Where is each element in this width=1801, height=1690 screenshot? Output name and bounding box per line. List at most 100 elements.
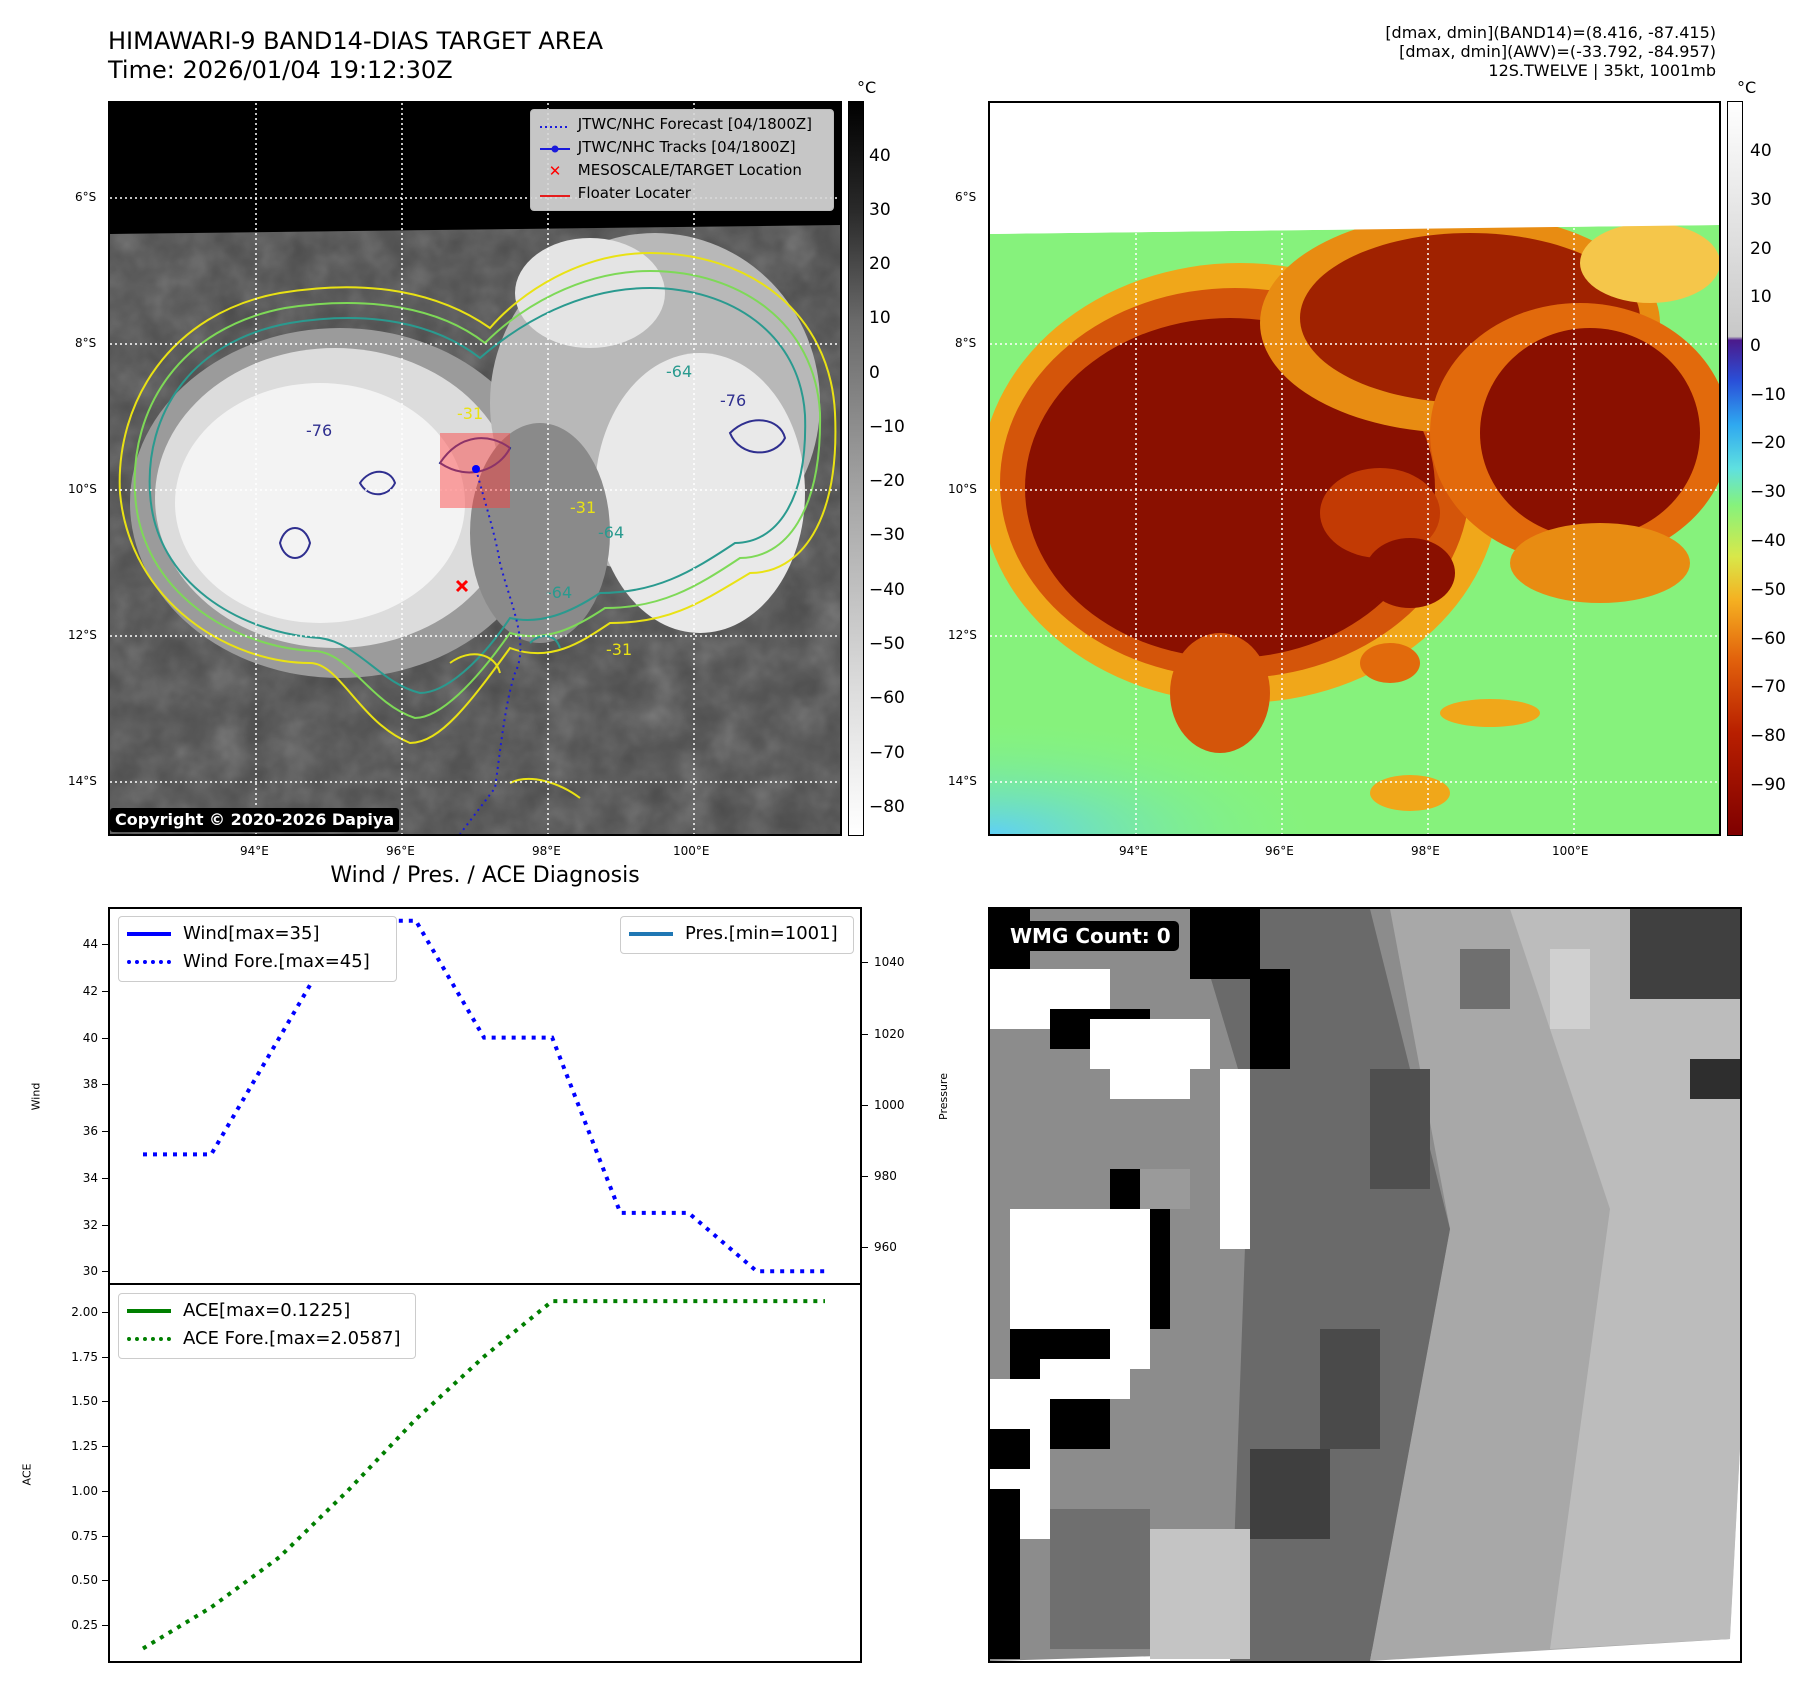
colorbar-unit: °C: [857, 78, 877, 97]
y-tick-label: 1.50: [71, 1394, 98, 1409]
dotted-line-icon: [127, 960, 171, 964]
awv-range: [dmax, dmin](AWV)=(-33.792, -84.957): [1399, 42, 1716, 61]
lon-label: 96°E: [1265, 844, 1294, 858]
track-point: [472, 465, 480, 473]
copyright: Copyright © 2020-2026 Dapiya: [110, 808, 400, 832]
contour-label: -76: [720, 391, 746, 410]
y-tick-mark: [102, 1625, 108, 1627]
graticule: [110, 103, 840, 834]
title-line-2: Time: 2026/01/04 19:12:30Z: [108, 56, 453, 84]
legend-ace-forecast: ACE Fore.[max=2.0587]: [127, 1326, 401, 1352]
color-colorbar: [1727, 101, 1743, 836]
lon-label: 96°E: [386, 844, 415, 858]
contour-labels: -76 -31 -64 -76 -64 -31 -31 -64: [306, 362, 746, 659]
colorbar-tick: 40: [869, 146, 891, 166]
y-tick-label: 0.50: [71, 1573, 98, 1588]
lat-label: 12°S: [68, 628, 97, 642]
colorbar-tick: −30: [1750, 482, 1786, 502]
contour-label: -64: [666, 362, 692, 381]
y-tick-mark: [862, 1176, 868, 1178]
y-tick-mark: [102, 1271, 108, 1273]
awv-moisture-field: [990, 213, 1719, 811]
awv-map-panel: [988, 101, 1721, 836]
y-tick-mark: [862, 1033, 868, 1035]
y-tick-mark: [102, 1356, 108, 1358]
target-marker: [455, 579, 469, 593]
lat-label: 6°S: [75, 190, 97, 204]
y-tick-label: 1.75: [71, 1349, 98, 1364]
solid-line-icon: [127, 1309, 171, 1313]
colorbar-tick: −90: [1750, 775, 1786, 795]
colorbar-tick: 20: [1750, 239, 1772, 259]
awv-map: [990, 103, 1719, 834]
lat-label: 12°S: [948, 628, 977, 642]
red-x-icon: ✕: [548, 161, 562, 180]
contour-label: -64: [546, 583, 572, 602]
y-tick-mark: [102, 1037, 108, 1039]
storm-info: [dmax, dmin](BAND14)=(8.416, -87.415) [d…: [1385, 23, 1716, 80]
lat-label: 6°S: [955, 190, 977, 204]
band14-map-panel: -76 -31 -64 -76 -64 -31 -31 -64: [108, 101, 842, 836]
y-tick-label: 30: [82, 1264, 98, 1279]
contour-label: -31: [606, 640, 632, 659]
y-tick-label: 1.25: [71, 1439, 98, 1454]
y-tick-mark: [102, 944, 108, 946]
legend-floater: Floater Locater: [537, 183, 691, 203]
colorbar-tick: −40: [1750, 531, 1786, 551]
colorbar-tick: 40: [1750, 141, 1772, 161]
y-tick-label: 1000: [874, 1097, 905, 1112]
forecast-track: [459, 468, 522, 834]
diagnosis-title: Wind / Pres. / ACE Diagnosis: [330, 863, 640, 888]
wind-legend: Wind[max=35] Wind Fore.[max=45]: [118, 916, 397, 982]
colorbar-tick: 0: [1750, 336, 1761, 356]
legend-wind-forecast: Wind Fore.[max=45]: [127, 949, 370, 975]
colorbar-tick: 30: [869, 200, 891, 220]
legend-pressure: Pres.[min=1001]: [629, 921, 838, 947]
ace-chart: [141, 1299, 825, 1651]
lat-label: 14°S: [68, 774, 97, 788]
wmg-count: WMG Count: 0: [1002, 921, 1179, 951]
band14-map: -76 -31 -64 -76 -64 -31 -31 -64: [110, 103, 840, 834]
y-tick-mark: [102, 1311, 108, 1313]
colorbar-tick: −50: [1750, 580, 1786, 600]
pressure-legend: Pres.[min=1001]: [620, 916, 854, 954]
y-tick-label: 2.00: [71, 1304, 98, 1319]
track-line-icon: [537, 138, 573, 158]
colorbar-tick: 10: [1750, 287, 1772, 307]
lon-label: 100°E: [1552, 844, 1589, 858]
dotted-line-icon: [127, 1337, 171, 1341]
y-tick-mark: [102, 1224, 108, 1226]
lon-label: 100°E: [673, 844, 710, 858]
y-tick-mark: [102, 1490, 108, 1492]
red-line-icon: [537, 184, 573, 204]
colorbar-tick: −10: [869, 417, 905, 437]
dotted-line-icon: [537, 115, 573, 135]
colorbar-tick: −40: [869, 580, 905, 600]
map-legend: JTWC/NHC Forecast [04/1800Z] JTWC/NHC Tr…: [530, 109, 834, 211]
colorbar-tick: −60: [1750, 629, 1786, 649]
gray-colorbar: [848, 101, 864, 836]
y-tick-label: 40: [82, 1030, 98, 1045]
ace-chart-panel: ACE[max=0.1225] ACE Fore.[max=2.0587]: [108, 1283, 862, 1663]
cloud-shield: [130, 233, 820, 678]
pressure-axis-label: Pressure: [936, 1073, 950, 1120]
ace-axis-label: ACE: [20, 1463, 34, 1486]
ace-forecast-line: [141, 1299, 825, 1651]
colorbar-tick: −60: [869, 688, 905, 708]
y-tick-label: 36: [82, 1124, 98, 1139]
colorbar-tick: −30: [869, 525, 905, 545]
ace-legend: ACE[max=0.1225] ACE Fore.[max=2.0587]: [118, 1293, 416, 1359]
y-tick-label: 32: [82, 1217, 98, 1232]
lat-label: 8°S: [955, 336, 977, 350]
colorbar-tick: −80: [1750, 726, 1786, 746]
y-tick-mark: [102, 1177, 108, 1179]
y-tick-label: 34: [82, 1170, 98, 1185]
contour-label: -64: [598, 523, 624, 542]
contour-label: -31: [457, 404, 483, 423]
colorbar-unit: °C: [1737, 78, 1757, 97]
y-tick-mark: [102, 1401, 108, 1403]
lat-label: 10°S: [68, 482, 97, 496]
y-tick-label: 42: [82, 983, 98, 998]
storm-summary: 12S.TWELVE | 35kt, 1001mb: [1488, 61, 1716, 80]
wind-chart-panel: Wind[max=35] Wind Fore.[max=45] Pres.[mi…: [108, 907, 862, 1285]
